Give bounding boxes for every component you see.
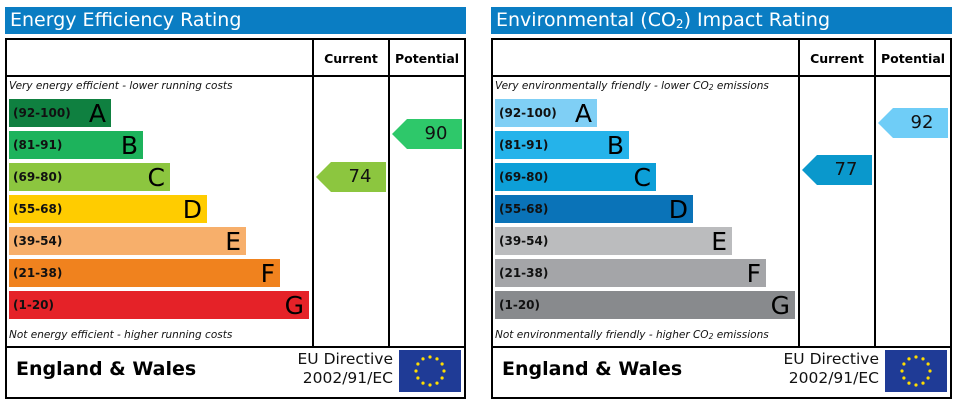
rating-band-g: (1-20) G bbox=[495, 291, 795, 320]
title-text: Energy Efficiency Rating bbox=[10, 9, 242, 31]
band-letter: G bbox=[770, 291, 790, 320]
country-label: England & Wales bbox=[16, 358, 197, 380]
rating-band-g: (1-20) G bbox=[9, 291, 309, 320]
band-letter: B bbox=[606, 131, 624, 160]
rating-band-e: (39-54) E bbox=[495, 227, 732, 256]
rating-table: Current Potential Very energy efficient … bbox=[5, 38, 466, 399]
top-caption: Very energy efficient - lower running co… bbox=[9, 80, 233, 92]
column-divider bbox=[798, 40, 800, 348]
column-divider bbox=[312, 40, 314, 348]
rating-band-a: (92-100) A bbox=[495, 99, 597, 128]
eu-flag-icon bbox=[399, 350, 461, 392]
band-letter: F bbox=[746, 259, 761, 288]
band-range: (55-68) bbox=[13, 202, 63, 216]
band-range: (55-68) bbox=[499, 202, 549, 216]
current-rating-arrow: 77 bbox=[802, 155, 872, 185]
bottom-caption: Not energy efficient - higher running co… bbox=[9, 329, 233, 341]
band-range: (92-100) bbox=[13, 106, 71, 120]
band-range: (1-20) bbox=[13, 298, 54, 312]
band-range: (81-91) bbox=[499, 138, 549, 152]
band-letter: C bbox=[147, 163, 165, 192]
footer-divider bbox=[7, 346, 464, 348]
band-letter: G bbox=[284, 291, 304, 320]
band-letter: F bbox=[260, 259, 275, 288]
band-range: (81-91) bbox=[13, 138, 63, 152]
band-letter: E bbox=[225, 227, 241, 256]
column-divider bbox=[388, 40, 390, 348]
rating-band-c: (69-80) C bbox=[495, 163, 656, 192]
rating-band-b: (81-91) B bbox=[9, 131, 143, 160]
current-rating-arrow: 74 bbox=[316, 162, 386, 192]
country-label: England & Wales bbox=[502, 358, 683, 380]
rating-band-e: (39-54) E bbox=[9, 227, 246, 256]
column-divider bbox=[874, 40, 876, 348]
band-letter: C bbox=[633, 163, 651, 192]
rating-value: 77 bbox=[834, 159, 858, 180]
rating-band-a: (92-100) A bbox=[9, 99, 111, 128]
header-divider bbox=[7, 75, 464, 77]
top-caption: Very environmentally friendly - lower CO… bbox=[495, 80, 769, 92]
band-range: (69-80) bbox=[499, 170, 549, 184]
band-letter: A bbox=[88, 99, 106, 128]
header-divider bbox=[493, 75, 950, 77]
band-range: (21-38) bbox=[13, 266, 63, 280]
rating-value: 92 bbox=[910, 112, 934, 133]
rating-value: 90 bbox=[424, 123, 448, 144]
eu-flag-icon bbox=[885, 350, 947, 392]
potential-rating-arrow: 90 bbox=[392, 119, 462, 149]
band-letter: E bbox=[711, 227, 727, 256]
rating-band-b: (81-91) B bbox=[495, 131, 629, 160]
rating-band-f: (21-38) F bbox=[495, 259, 766, 288]
eu-directive-label: EU Directive 2002/91/EC bbox=[783, 350, 880, 387]
rating-band-f: (21-38) F bbox=[9, 259, 280, 288]
column-header-current: Current bbox=[324, 51, 378, 66]
environmental-impact-panel: Environmental (CO2) Impact Rating Curren… bbox=[491, 0, 952, 404]
band-letter: D bbox=[668, 195, 688, 224]
rating-band-c: (69-80) C bbox=[9, 163, 170, 192]
band-range: (39-54) bbox=[499, 234, 549, 248]
eu-directive-label: EU Directive 2002/91/EC bbox=[297, 350, 394, 387]
rating-band-d: (55-68) D bbox=[495, 195, 693, 224]
energy-efficiency-panel: Energy Efficiency Rating Current Potenti… bbox=[5, 0, 466, 404]
band-letter: D bbox=[182, 195, 202, 224]
panel-title: Environmental (CO2) Impact Rating bbox=[491, 7, 952, 34]
eu-stars bbox=[900, 355, 932, 387]
column-header-potential: Potential bbox=[880, 51, 946, 66]
band-range: (69-80) bbox=[13, 170, 63, 184]
column-header-current: Current bbox=[810, 51, 864, 66]
bottom-caption: Not environmentally friendly - higher CO… bbox=[495, 329, 769, 341]
rating-table: Current Potential Very environmentally f… bbox=[491, 38, 952, 399]
eu-stars bbox=[414, 355, 446, 387]
title-text: Environmental (CO bbox=[496, 9, 676, 31]
band-range: (1-20) bbox=[499, 298, 540, 312]
band-range: (39-54) bbox=[13, 234, 63, 248]
band-letter: B bbox=[120, 131, 138, 160]
band-letter: A bbox=[574, 99, 592, 128]
potential-rating-arrow: 92 bbox=[878, 108, 948, 138]
band-range: (92-100) bbox=[499, 106, 557, 120]
panel-title: Energy Efficiency Rating bbox=[5, 7, 466, 34]
rating-band-d: (55-68) D bbox=[9, 195, 207, 224]
column-header-potential: Potential bbox=[394, 51, 460, 66]
band-range: (21-38) bbox=[499, 266, 549, 280]
rating-value: 74 bbox=[348, 166, 372, 187]
footer-divider bbox=[493, 346, 950, 348]
